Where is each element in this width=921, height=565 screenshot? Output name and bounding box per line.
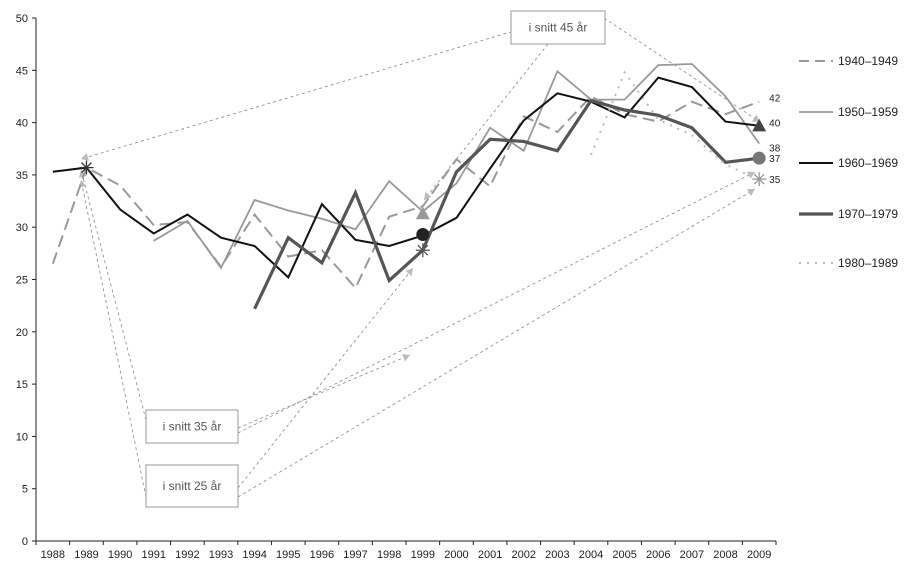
annotation-box bbox=[145, 409, 239, 444]
y-tick-label: 45 bbox=[16, 65, 28, 77]
y-tick-label: 15 bbox=[16, 379, 28, 391]
annotation-leader-line bbox=[423, 43, 549, 201]
x-tick-label: 1996 bbox=[310, 549, 334, 561]
annotation-arrowhead bbox=[401, 354, 410, 362]
series-end-label: 40 bbox=[769, 119, 781, 130]
x-tick-label: 2004 bbox=[579, 549, 603, 561]
annotation-leader-line bbox=[237, 171, 756, 434]
annotation-box bbox=[510, 10, 606, 45]
annotation-label: i snitt 45 år bbox=[529, 21, 588, 35]
annotation-leader-line bbox=[237, 188, 756, 498]
x-tick-label: 2000 bbox=[444, 549, 468, 561]
star-marker-stroke bbox=[753, 173, 765, 185]
x-tick-label: 2009 bbox=[747, 549, 771, 561]
annotation-boxes: i snitt 45 år i snitt 35 år i snitt 25 år bbox=[145, 10, 606, 508]
y-tick-label: 5 bbox=[22, 484, 28, 496]
x-tick-label: 1992 bbox=[175, 549, 199, 561]
circle-marker bbox=[752, 151, 766, 165]
legend-label: 1970–1979 bbox=[838, 207, 898, 221]
x-tick-label: 2003 bbox=[545, 549, 569, 561]
annotation-leader-line bbox=[80, 179, 147, 498]
x-tick-label: 1995 bbox=[276, 549, 300, 561]
y-tick-label: 25 bbox=[16, 275, 28, 287]
series-markers bbox=[79, 118, 767, 258]
x-tick-label: 2001 bbox=[478, 549, 502, 561]
x-tick-label: 1994 bbox=[242, 549, 266, 561]
star-marker-stroke bbox=[81, 162, 92, 173]
annotation-leader-line bbox=[237, 267, 414, 489]
annotation-leader-line bbox=[603, 17, 761, 123]
legend-label: 1950–1959 bbox=[838, 105, 898, 119]
legend-label: 1980–1989 bbox=[838, 256, 898, 270]
x-tick-label: 2006 bbox=[646, 549, 670, 561]
x-tick-label: 2002 bbox=[511, 549, 535, 561]
x-tick-label: 1998 bbox=[377, 549, 401, 561]
y-tick-label: 0 bbox=[22, 536, 28, 548]
y-tick-label: 35 bbox=[16, 170, 28, 182]
series-line bbox=[153, 63, 760, 270]
x-tick-label: 1988 bbox=[41, 549, 65, 561]
series-end-label: 37 bbox=[769, 154, 781, 165]
legend-label: 1960–1969 bbox=[838, 156, 898, 170]
x-tick-label: 2008 bbox=[713, 549, 737, 561]
triangle-marker bbox=[752, 118, 767, 132]
annotation-arrowhead bbox=[424, 192, 432, 200]
annotation-leader-line bbox=[80, 17, 559, 160]
annotation-arrowhead bbox=[746, 171, 755, 179]
x-tick-label: 2005 bbox=[612, 549, 636, 561]
y-tick-label: 30 bbox=[16, 222, 28, 234]
chart-axes: 0 5 10 15 20 25 30 35 40 45 50 1988 1989 1990 1991 1992… bbox=[16, 13, 777, 561]
series-end-label: 35 bbox=[769, 175, 781, 186]
x-tick-label: 1990 bbox=[108, 549, 132, 561]
series-end-label: 42 bbox=[769, 94, 781, 105]
y-tick-label: 40 bbox=[16, 118, 28, 130]
annotation-arrowhead bbox=[405, 268, 413, 276]
annotation-arrowhead bbox=[751, 114, 760, 122]
annotation-leader-line bbox=[80, 169, 147, 421]
star-marker-stroke bbox=[417, 244, 429, 256]
legend-label: 1940–1949 bbox=[838, 54, 898, 68]
series-line bbox=[590, 70, 760, 182]
annotation-label: i snitt 35 år bbox=[163, 420, 222, 434]
annotation-arrowhead bbox=[81, 153, 89, 161]
y-tick-label: 10 bbox=[16, 431, 28, 443]
x-tick-label: 2007 bbox=[680, 549, 704, 561]
x-tick-label: 1993 bbox=[209, 549, 233, 561]
triangle-marker bbox=[415, 206, 430, 220]
annotation-leader-line bbox=[237, 354, 411, 429]
series-line bbox=[253, 98, 760, 310]
series-line bbox=[51, 95, 760, 290]
series-lines bbox=[51, 63, 760, 310]
series-end-label: 38 bbox=[769, 144, 781, 155]
x-tick-label: 1989 bbox=[74, 549, 98, 561]
annotation-arrowhead bbox=[746, 189, 755, 197]
legend: 1940–1949 1950–1959 1960–1969 1970–1979 1980… bbox=[799, 54, 898, 270]
series-line bbox=[52, 76, 760, 280]
circle-marker bbox=[416, 228, 430, 242]
x-tick-label: 1999 bbox=[411, 549, 435, 561]
annotation-box bbox=[145, 464, 239, 508]
annotation-label: i snitt 25 år bbox=[163, 479, 222, 493]
x-tick-label: 1997 bbox=[343, 549, 367, 561]
x-tick-label: 1991 bbox=[141, 549, 165, 561]
y-tick-label: 20 bbox=[16, 327, 28, 339]
annotation-leaders bbox=[78, 17, 761, 498]
y-tick-label: 50 bbox=[16, 13, 28, 25]
end-labels: 42 38 40 37 35 bbox=[769, 94, 781, 186]
annotation-arrowhead bbox=[78, 170, 87, 178]
